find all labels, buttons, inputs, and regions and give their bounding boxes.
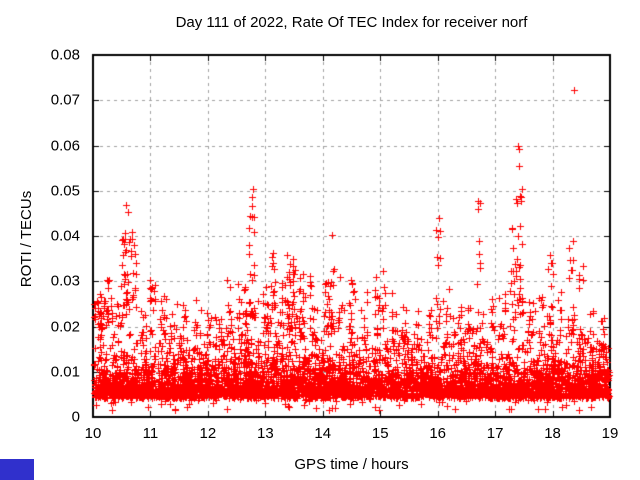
y-tick-label: 0.07: [50, 91, 80, 109]
corner-brand-mark: [0, 459, 34, 480]
x-tick-label: 11: [142, 425, 159, 442]
y-tick-label: 0.02: [50, 318, 80, 335]
x-tick-label: 16: [429, 425, 446, 442]
y-tick-label: 0.08: [50, 46, 80, 64]
y-tick-label: 0.01: [50, 363, 80, 381]
x-tick-label: 10: [84, 425, 102, 442]
x-tick-label: 12: [199, 425, 217, 442]
y-tick-label: 0.04: [50, 227, 80, 245]
y-tick-label: 0.03: [50, 272, 80, 290]
x-tick-label: 17: [486, 425, 504, 442]
x-axis-title: GPS time / hours: [294, 456, 409, 473]
x-tick-label: 13: [256, 425, 274, 442]
x-tick-label: 18: [544, 425, 561, 442]
x-tick-label: 14: [314, 425, 332, 442]
y-tick-label: 0.05: [50, 182, 80, 200]
y-tick-label: 0.06: [50, 137, 80, 154]
x-tick-label: 19: [601, 425, 619, 442]
y-tick-label: 0: [71, 408, 80, 426]
x-tick-label: 15: [371, 425, 389, 442]
